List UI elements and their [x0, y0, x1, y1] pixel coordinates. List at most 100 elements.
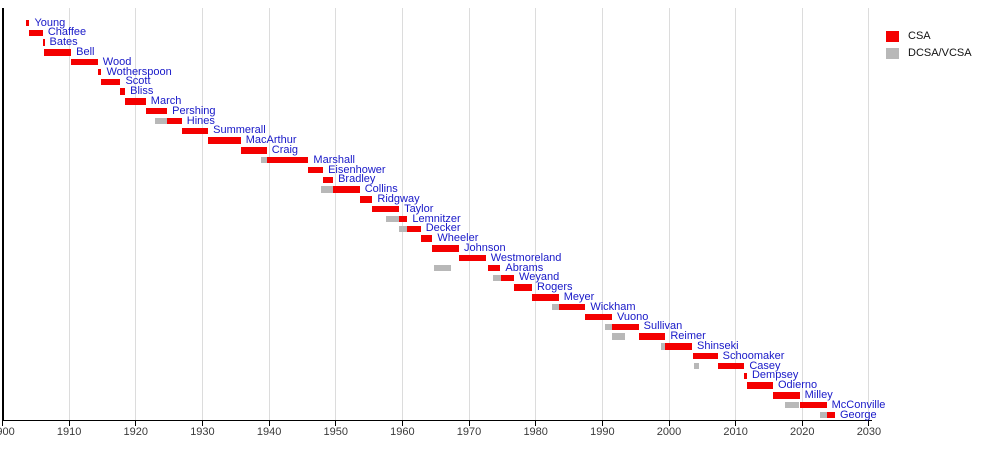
- csa-bar: [717, 362, 745, 370]
- x-tick-label: 2030: [856, 426, 882, 438]
- person-label[interactable]: Summerall: [213, 124, 266, 137]
- dcsa-vcsa-bar: [605, 323, 612, 331]
- csa-bar: [241, 147, 267, 154]
- person-label[interactable]: George: [839, 408, 877, 421]
- person-label[interactable]: Weyand: [519, 271, 560, 284]
- person-label[interactable]: Taylor: [404, 202, 434, 215]
- decade-gridline: [268, 8, 270, 420]
- dcsa-vcsa-bar: [552, 303, 559, 311]
- person-label[interactable]: Craig: [271, 143, 299, 156]
- person-label[interactable]: Pershing: [172, 104, 216, 117]
- x-tick-label: 2000: [656, 426, 682, 438]
- dcsa-vcsa-color-swatch: [886, 47, 899, 59]
- csa-bar: [459, 254, 486, 262]
- person-label[interactable]: Reimer: [670, 330, 706, 343]
- person-label[interactable]: McConville: [831, 398, 886, 411]
- csa-bar: [181, 127, 209, 135]
- decade-gridline: [668, 8, 670, 420]
- csa-bar: [746, 382, 773, 389]
- person-label[interactable]: Ridgway: [377, 192, 420, 205]
- decade-gridline: [135, 8, 137, 420]
- csa-bar: [638, 333, 666, 340]
- csa-bar: [308, 166, 324, 174]
- person-label[interactable]: Milley: [804, 388, 833, 401]
- x-tick-mark: [68, 421, 70, 426]
- decade-gridline: [68, 8, 70, 420]
- person-label[interactable]: MacArthur: [245, 134, 297, 147]
- csa-bar: [359, 196, 373, 203]
- person-label[interactable]: Hines: [186, 114, 215, 127]
- csa-bar: [826, 411, 835, 419]
- csa-bar: [799, 401, 827, 409]
- csa-bar: [585, 313, 612, 321]
- person-label[interactable]: Bell: [76, 45, 95, 58]
- decade-gridline: [868, 8, 870, 420]
- decade-gridline: [801, 8, 803, 420]
- dcsa-vcsa-bar: [785, 401, 800, 409]
- person-label[interactable]: Bradley: [338, 173, 376, 186]
- csa-bar: [71, 58, 98, 66]
- csa-bar: [145, 107, 168, 115]
- person-label[interactable]: Lemnitzer: [412, 212, 461, 225]
- person-label[interactable]: Marshall: [313, 153, 355, 166]
- csa-bar: [101, 78, 121, 86]
- person-label[interactable]: Meyer: [563, 290, 595, 303]
- person-label[interactable]: Westmoreland: [490, 251, 562, 264]
- person-label[interactable]: Decker: [425, 222, 461, 235]
- x-axis-line: [2, 419, 872, 421]
- csa-bar: [532, 294, 559, 301]
- x-tick-mark: [735, 421, 737, 426]
- legend-label-dcsa-vcsa: DCSA/VCSA: [908, 47, 972, 59]
- x-tick-label: 2020: [790, 426, 815, 438]
- person-label[interactable]: Vuono: [617, 310, 649, 323]
- person-label[interactable]: Young: [34, 16, 66, 29]
- x-tick-mark: [335, 421, 337, 426]
- dcsa-vcsa-bar: [694, 362, 700, 370]
- csa-bar: [420, 235, 433, 242]
- person-label[interactable]: Schoomaker: [722, 349, 785, 362]
- csa-bar: [266, 156, 309, 164]
- person-label[interactable]: Wickham: [590, 300, 636, 313]
- x-tick-label: 1990: [590, 426, 615, 438]
- person-label[interactable]: Rogers: [537, 281, 573, 294]
- x-tick-label: 1920: [123, 426, 149, 438]
- person-label[interactable]: Bliss: [130, 85, 154, 98]
- person-label[interactable]: Chaffee: [47, 26, 87, 39]
- legend-item-csa: CSA: [886, 30, 972, 42]
- decade-gridline: [468, 8, 470, 420]
- person-label[interactable]: Johnson: [464, 241, 506, 254]
- x-tick-label: 1970: [456, 426, 482, 438]
- person-label[interactable]: Eisenhower: [328, 163, 386, 176]
- csa-bar: [26, 19, 30, 27]
- csa-bar: [692, 352, 718, 360]
- person-label[interactable]: Sullivan: [643, 320, 683, 333]
- dcsa-vcsa-bar: [433, 264, 452, 272]
- x-tick-label: 1930: [190, 426, 215, 438]
- dcsa-vcsa-bar: [661, 343, 666, 350]
- person-label[interactable]: Wotherspoon: [106, 65, 172, 78]
- csa-bar: [167, 117, 182, 125]
- person-label[interactable]: Shinseki: [696, 339, 739, 352]
- person-label[interactable]: Wheeler: [437, 232, 479, 245]
- person-label[interactable]: Scott: [125, 75, 151, 88]
- csa-bar: [120, 88, 126, 95]
- decade-gridline: [201, 8, 203, 420]
- csa-bar: [432, 245, 460, 252]
- person-label[interactable]: Collins: [364, 183, 398, 196]
- person-label[interactable]: Abrams: [505, 261, 544, 274]
- csa-bar: [372, 205, 400, 213]
- csa-bar: [399, 215, 408, 223]
- person-label[interactable]: Bates: [49, 36, 78, 49]
- x-tick-mark: [268, 421, 270, 426]
- person-label[interactable]: Casey: [749, 359, 781, 372]
- x-tick-label: 1940: [256, 426, 282, 438]
- x-tick-mark: [868, 421, 870, 426]
- csa-color-swatch: [886, 30, 899, 42]
- person-label[interactable]: Wood: [102, 55, 132, 68]
- person-label[interactable]: Dempsey: [751, 369, 799, 382]
- person-label[interactable]: Odierno: [777, 379, 818, 392]
- person-label[interactable]: March: [150, 94, 182, 107]
- dcsa-vcsa-bar: [399, 225, 408, 233]
